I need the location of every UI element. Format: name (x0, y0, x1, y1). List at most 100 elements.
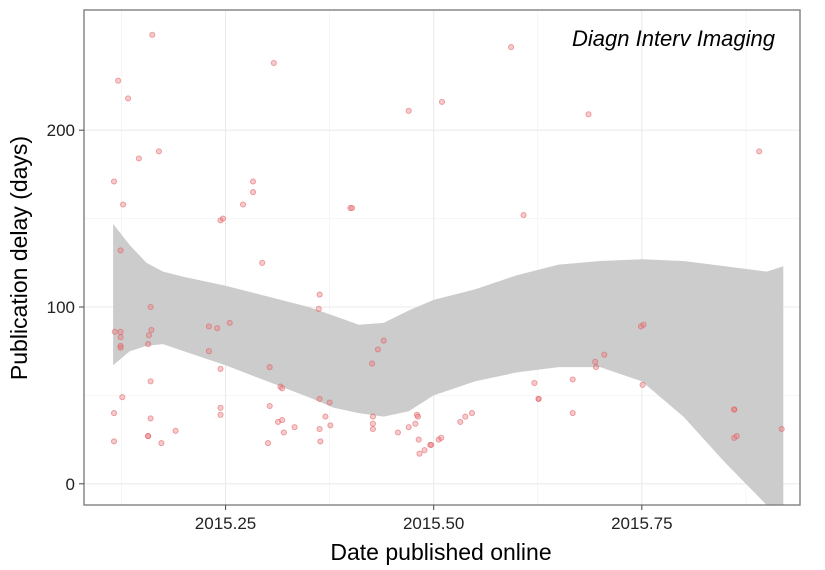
data-point (291, 424, 298, 431)
data-point (414, 413, 421, 420)
data-point (369, 413, 376, 420)
data-point (135, 155, 142, 162)
data-point (205, 323, 212, 330)
x-tick-label: 2015.25 (195, 514, 256, 533)
y-tick-label: 100 (47, 298, 75, 317)
data-point (468, 410, 476, 417)
points-layer (110, 31, 785, 457)
data-point (438, 98, 446, 105)
data-point (326, 399, 333, 406)
data-point (592, 358, 599, 365)
data-point (145, 332, 152, 339)
x-axis-title: Date published online (330, 539, 551, 565)
axis-ticks (79, 129, 643, 510)
data-point (147, 415, 154, 422)
axis-tick-labels: 2015.25 2015.50 2015.75 0 100 200 (47, 121, 673, 533)
data-point (601, 351, 608, 358)
data-point (119, 394, 126, 401)
data-point (756, 148, 763, 155)
data-point (457, 418, 464, 425)
data-point (217, 365, 224, 372)
data-point (585, 111, 592, 118)
data-point (731, 406, 738, 413)
data-point (239, 201, 247, 208)
data-point (569, 410, 576, 417)
data-point (249, 189, 257, 196)
data-point (369, 360, 376, 367)
data-point (117, 344, 124, 351)
data-point (508, 44, 515, 51)
data-point (110, 410, 118, 417)
data-point (520, 212, 527, 219)
confidence-band (113, 223, 784, 505)
data-point (380, 337, 387, 344)
x-tick-label: 2015.50 (403, 514, 464, 533)
data-point (205, 348, 212, 355)
plot-border (83, 9, 801, 506)
data-point (369, 420, 376, 427)
data-point (535, 395, 542, 402)
data-point (148, 326, 155, 334)
data-point (316, 395, 323, 402)
y-tick-label: 0 (66, 475, 75, 494)
data-point (266, 402, 273, 410)
plot-panel (84, 10, 800, 505)
data-point (125, 95, 132, 102)
data-point (569, 376, 576, 383)
data-point (117, 247, 124, 254)
data-point (317, 438, 324, 445)
y-tick-label: 200 (47, 121, 75, 140)
data-point (531, 379, 538, 387)
data-point (421, 447, 428, 454)
data-point (405, 424, 412, 431)
data-point (217, 411, 224, 418)
data-point (405, 107, 412, 114)
data-point (145, 341, 152, 348)
data-point (226, 319, 233, 326)
data-point (733, 433, 740, 440)
data-point (147, 378, 154, 385)
data-point (416, 450, 423, 457)
plot-area (83, 9, 801, 506)
smooth-band-layer (113, 223, 784, 505)
data-point (120, 201, 127, 208)
data-point (249, 178, 257, 185)
data-point (640, 321, 647, 328)
data-point (349, 204, 356, 212)
data-point (117, 334, 124, 341)
data-point (347, 204, 354, 212)
data-point (438, 434, 445, 441)
data-point (149, 31, 156, 38)
data-point (415, 436, 422, 443)
data-point (155, 148, 162, 155)
data-point (462, 413, 469, 420)
data-point (111, 328, 118, 335)
data-point (115, 77, 122, 84)
data-point (110, 178, 118, 185)
data-point (327, 422, 334, 429)
data-point (270, 59, 277, 67)
data-point (280, 429, 287, 436)
chart-annotation: Diagn Interv Imaging (572, 26, 776, 51)
data-point (145, 433, 152, 440)
data-point (219, 215, 227, 222)
data-point (117, 328, 124, 335)
data-point (322, 413, 329, 420)
data-point (412, 420, 419, 427)
data-point (172, 427, 179, 434)
data-point (279, 385, 286, 392)
data-point (264, 440, 272, 447)
data-point (394, 429, 401, 436)
data-point (315, 305, 322, 312)
data-point (369, 425, 376, 433)
data-point (158, 440, 165, 447)
data-point (214, 325, 221, 332)
data-point (110, 438, 118, 445)
data-point (639, 381, 646, 388)
data-point (266, 364, 273, 371)
data-point (147, 303, 154, 311)
data-point (592, 364, 600, 371)
y-axis-title: Publication delay (days) (6, 136, 32, 380)
data-point (274, 418, 282, 425)
